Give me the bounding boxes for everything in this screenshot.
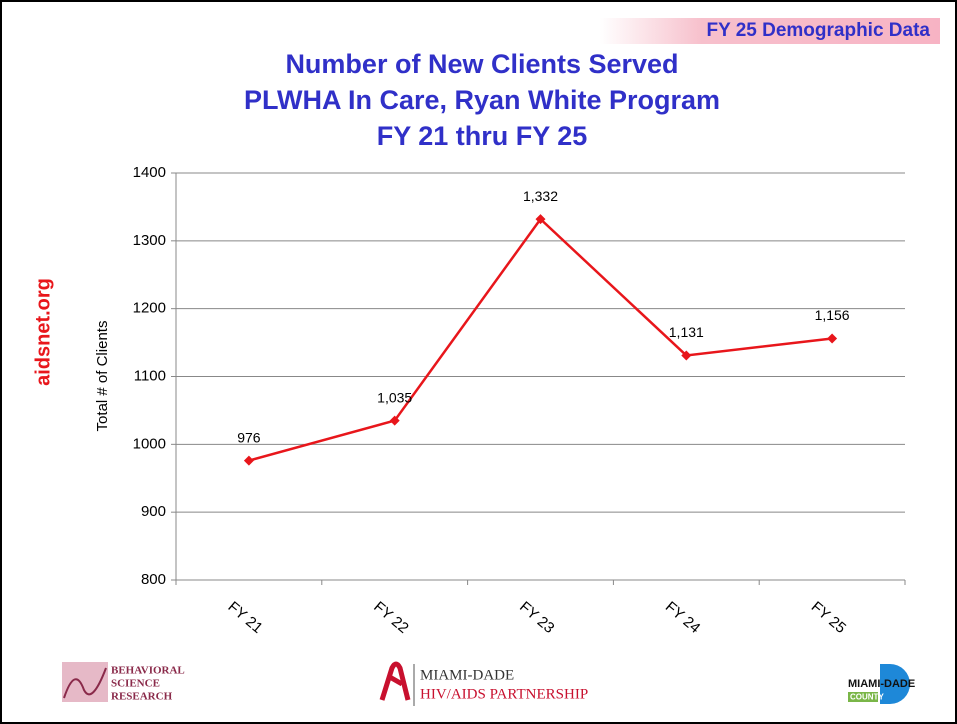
data-marker [827, 333, 838, 344]
banner: FY 25 Demographic Data [706, 20, 930, 41]
data-marker [681, 350, 692, 361]
y-tick-label: 1100 [134, 367, 166, 384]
ribbon-icon [379, 661, 411, 701]
banner-bg [600, 18, 940, 44]
logo-county-badge [848, 692, 878, 702]
data-label: 1,332 [523, 188, 558, 204]
y-axis-label: Total # of Clients [94, 321, 111, 432]
chart-title: PLWHA In Care, Ryan White Program [244, 85, 720, 115]
y-tick-label: 1300 [133, 232, 166, 249]
logo-bsr-curve [63, 667, 107, 699]
data-marker [535, 214, 546, 225]
side-text: aidsnet.org [32, 278, 54, 386]
chart-title: Number of New Clients Served [285, 49, 678, 79]
data-label: 1,131 [669, 324, 704, 340]
chart-title: FY 21 thru FY 25 [377, 121, 588, 151]
logo-bsr: BEHAVIORAL SCIENCE RESEARCH [62, 662, 185, 703]
logo-county: MIAMI-DADE COUNTY [848, 664, 915, 704]
data-marker [389, 415, 400, 426]
logo-bsr-text: RESEARCH [111, 691, 173, 703]
logo-partnership-text: HIV/AIDS PARTNERSHIP [420, 686, 588, 702]
y-tick-label: 1200 [133, 300, 166, 317]
y-tick-label: 1000 [133, 435, 166, 452]
logo-bsr-text: SCIENCE [111, 678, 160, 690]
data-label: 1,156 [815, 307, 850, 323]
data-marker [243, 455, 254, 466]
data-label: 1,035 [377, 389, 412, 405]
y-tick-label: 900 [141, 503, 166, 520]
data-label: 976 [237, 429, 261, 445]
y-tick-label: 800 [141, 571, 166, 588]
y-tick-label: 1400 [133, 164, 166, 181]
logo-county-text: COUNTY [850, 693, 884, 702]
logo-bsr-text: BEHAVIORAL [111, 665, 185, 677]
logo-county-d [880, 664, 910, 704]
logo-partnership: MIAMI-DADE HIV/AIDS PARTNERSHIP [379, 661, 588, 706]
logo-partnership-text: MIAMI-DADE [420, 667, 514, 683]
logo-county-text: MIAMI-DADE [848, 678, 915, 690]
